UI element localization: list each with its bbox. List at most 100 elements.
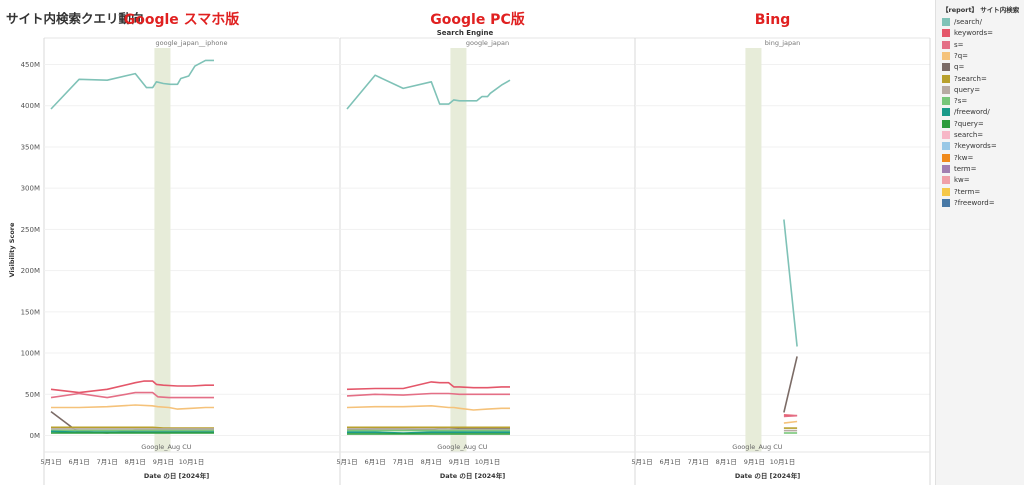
legend-title: 【report】 サイト内検索 — [942, 6, 1020, 14]
legend-item[interactable]: ?query= — [942, 119, 984, 129]
series-line — [346, 381, 510, 391]
series-line — [50, 391, 214, 399]
x-tick-label: 6月1日 — [659, 458, 680, 466]
x-tick-label: 7月1日 — [97, 458, 118, 466]
legend-item[interactable]: term= — [942, 164, 977, 174]
legend-item[interactable]: ?keywords= — [942, 141, 997, 151]
x-tick-label: 7月1日 — [688, 458, 709, 466]
legend-item[interactable]: query= — [942, 85, 980, 95]
aug-cu-band — [745, 48, 762, 452]
y-tick-label: 450M — [21, 61, 40, 69]
legend-item[interactable]: ?term= — [942, 187, 980, 197]
legend-label: ?freeword= — [954, 198, 995, 207]
series-line — [50, 380, 214, 394]
series-line — [51, 426, 214, 429]
legend-label: ?term= — [954, 187, 981, 196]
series-line — [51, 404, 214, 410]
legend-item[interactable]: search= — [942, 130, 983, 140]
y-tick-label: 350M — [21, 143, 40, 151]
search-engine-axis-title: Search Engine — [436, 29, 494, 37]
legend-item[interactable]: ?q= — [942, 51, 968, 61]
x-tick-label: 9月1日 — [744, 458, 765, 466]
y-tick-label: 200M — [21, 267, 40, 275]
legend-swatch — [942, 85, 950, 94]
legend-swatch — [942, 142, 950, 151]
series-line — [783, 420, 798, 424]
series-line — [783, 356, 798, 413]
y-tick-label: 250M — [21, 226, 40, 234]
legend-swatch — [942, 40, 950, 49]
panel-header: google_japan__iphone — [156, 39, 228, 47]
legend-item[interactable]: /freeword/ — [942, 107, 990, 117]
legend-label: s= — [954, 40, 964, 49]
y-tick-label: 50M — [25, 391, 40, 399]
legend-swatch — [942, 63, 950, 72]
y-axis-title: Visibility Score — [8, 222, 16, 277]
x-axis-title: Date の日 [2024年] — [440, 471, 505, 480]
legend-label: ?kw= — [954, 153, 974, 162]
panel-annotation: Google スマホ版 — [124, 11, 240, 28]
x-tick-label: 5月1日 — [336, 458, 357, 466]
x-tick-label: 5月1日 — [40, 458, 61, 466]
x-tick-label: 9月1日 — [153, 458, 174, 466]
legend-swatch — [942, 131, 950, 139]
series-line — [50, 410, 214, 434]
y-tick-label: 100M — [21, 350, 40, 358]
legend-swatch — [942, 18, 950, 26]
legend-swatch — [942, 153, 950, 162]
x-tick-label: 9月1日 — [449, 458, 470, 466]
panel-header: google_japan — [466, 39, 509, 47]
legend-swatch — [942, 164, 950, 173]
legend-item[interactable]: ?freeword= — [942, 198, 995, 208]
aug-cu-label: Google_Aug CU — [141, 443, 191, 451]
x-tick-label: 5月1日 — [631, 458, 652, 466]
legend: 【report】 サイト内検索 /search/keywords= s= ?q= q=… — [935, 0, 1024, 485]
x-tick-label: 6月1日 — [364, 458, 385, 466]
legend-item[interactable]: ?s= — [942, 96, 967, 106]
legend-item[interactable]: /search/ — [942, 17, 982, 27]
x-tick-label: 8月1日 — [125, 458, 146, 466]
legend-swatch — [942, 97, 950, 106]
legend-item[interactable]: q= — [942, 62, 964, 72]
legend-label: /freeword/ — [954, 108, 990, 117]
x-tick-label: 10月1日 — [475, 458, 500, 466]
x-tick-label: 10月1日 — [770, 458, 795, 466]
panel-header: bing_japan — [765, 39, 800, 47]
series-line — [347, 431, 510, 434]
x-tick-label: 6月1日 — [68, 458, 89, 466]
series-line — [346, 392, 510, 397]
aug-cu-label: Google_Aug CU — [437, 443, 487, 451]
x-tick-label: 8月1日 — [716, 458, 737, 466]
legend-label: keywords= — [954, 29, 993, 38]
legend-swatch — [942, 74, 950, 83]
series-line — [783, 414, 798, 418]
series-line — [783, 219, 798, 347]
legend-label: q= — [954, 63, 965, 72]
series-line — [347, 428, 510, 431]
x-axis-title: Date の日 [2024年] — [735, 471, 800, 480]
series-line — [50, 430, 214, 434]
y-tick-label: 300M — [21, 185, 40, 193]
legend-item[interactable]: ?search= — [942, 74, 987, 84]
legend-label: kw= — [954, 176, 970, 185]
legend-label: ?q= — [954, 51, 969, 60]
y-tick-label: 400M — [21, 102, 40, 110]
x-tick-label: 8月1日 — [421, 458, 442, 466]
legend-item[interactable]: keywords= — [942, 28, 993, 38]
legend-item[interactable]: ?kw= — [942, 153, 973, 163]
x-tick-label: 7月1日 — [393, 458, 414, 466]
legend-item[interactable]: kw= — [942, 175, 970, 185]
legend-swatch — [942, 29, 950, 38]
legend-swatch — [942, 51, 950, 60]
series-line — [346, 404, 510, 411]
legend-item[interactable]: s= — [942, 40, 964, 50]
aug-cu-band — [450, 48, 467, 452]
legend-label: ?s= — [954, 97, 968, 106]
panel-annotation: Google PC版 — [430, 11, 524, 28]
legend-label: search= — [954, 131, 984, 139]
chart-plot: Visibility Score 0M 50M 100M 150M 200M 250M 300… — [8, 11, 931, 485]
legend-label: ?search= — [954, 74, 987, 83]
legend-label: query= — [954, 85, 981, 94]
legend-label: term= — [954, 164, 977, 173]
